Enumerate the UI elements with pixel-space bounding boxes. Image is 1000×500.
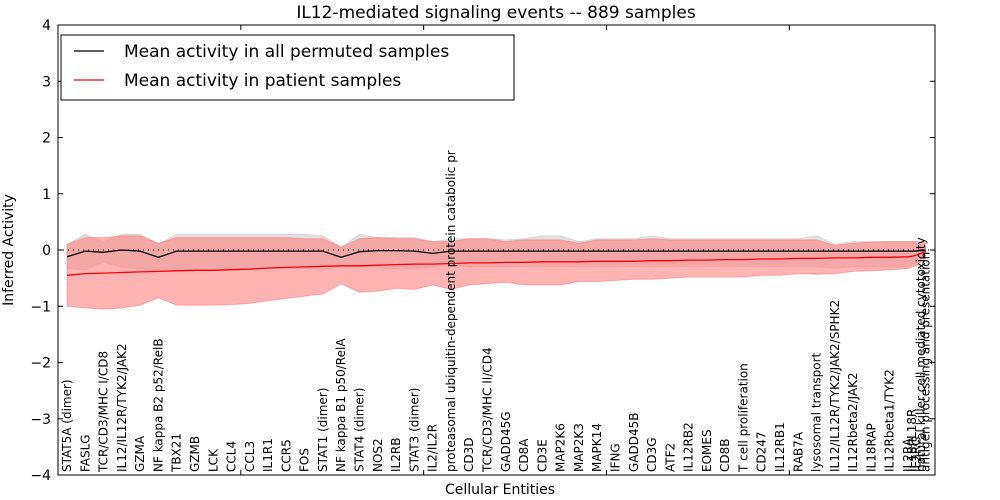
category-label: IL2RB — [389, 438, 403, 472]
y-tick-label: −4 — [30, 468, 51, 484]
category-label: IL12/IL12R/TYK2/JAK2 — [115, 343, 129, 472]
category-labels: STAT5A (dimer) FASLG TCR/CD3/MHC I/CD8 IL12… — [60, 150, 933, 473]
category-label: NF kappa B1 p50/RelA — [334, 338, 348, 472]
legend-box — [60, 34, 515, 101]
legend-label-permuted: Mean activity in all permuted samples — [124, 42, 449, 62]
category-label: TCR/CD3/MHC I/CD8 — [97, 351, 111, 473]
category-label: IL2RG — [910, 437, 924, 473]
category-label: MAP2K6 — [554, 423, 568, 472]
category-label: MAP2K3 — [572, 423, 586, 472]
y-tick-label: 1 — [42, 187, 51, 203]
category-label: IFNG — [609, 443, 623, 472]
category-label: GZMA — [133, 435, 147, 472]
category-label: TCR/CD3/MHC II/CD4 — [481, 347, 495, 473]
confidence-bands — [66, 233, 926, 310]
category-label: IL12Rbeta1/TYK2 — [883, 369, 897, 472]
category-label: natural killer cell mediated cytotoxicit… — [914, 237, 928, 472]
category-label: CCR5 — [279, 439, 293, 472]
band-patient — [66, 235, 926, 310]
category-label: CCL4 — [225, 441, 239, 472]
category-label: NF kappa B2 p52/RelB — [151, 338, 165, 472]
y-tick-label: −3 — [30, 412, 51, 428]
x-axis-label: Cellular Entities — [445, 482, 555, 498]
category-label: GADD45G — [499, 411, 513, 472]
y-tick-label: −2 — [30, 356, 51, 372]
category-label: STAT5A (dimer) — [60, 379, 74, 472]
category-label: CCL3 — [243, 441, 257, 472]
y-tick-label: 3 — [42, 74, 51, 90]
category-label: LCK — [206, 448, 220, 472]
category-label: FOS — [298, 448, 312, 472]
legend: Mean activity in all permuted samples Me… — [60, 34, 515, 101]
category-label: IL12RB2 — [682, 422, 696, 472]
category-label: CD3G — [645, 437, 659, 472]
chart-title: IL12-mediated signaling events -- 889 sa… — [296, 3, 696, 23]
category-label: IL2/IL2R — [426, 424, 440, 472]
category-label: ATF2 — [663, 443, 677, 472]
category-label: IL18/IL18R — [905, 409, 919, 472]
category-label: IL12/IL12R/TYK2/JAK2/SPHK2 — [828, 300, 842, 472]
y-tick-label: 0 — [42, 243, 51, 259]
category-label: CD8A — [517, 438, 531, 472]
y-tick-label: 4 — [42, 18, 51, 34]
category-label: GADD45B — [627, 413, 641, 473]
series-lines — [66, 249, 926, 276]
line-patient — [66, 250, 926, 276]
category-label: CD3D — [462, 438, 476, 473]
category-label: antigen processing and presentation — [919, 252, 933, 472]
category-label: MAPK14 — [590, 423, 604, 472]
category-label: NOS2 — [371, 438, 385, 472]
y-axis-ticks: −4 −3 −2 −1 0 1 2 3 4 — [30, 18, 935, 484]
category-label: proteasomal ubiquitin-dependent protein … — [444, 150, 458, 472]
category-label: STAT4 (dimer) — [353, 388, 367, 472]
category-label: IL18RAP — [864, 423, 878, 472]
y-tick-label: 2 — [42, 131, 51, 147]
category-label: GZMB — [188, 436, 202, 472]
category-label: TBX21 — [170, 433, 184, 473]
category-label: IL1R1 — [261, 438, 275, 472]
category-label: IL12RB1 — [773, 422, 787, 472]
category-label: CD247 — [755, 431, 769, 472]
category-label: STAT1 (dimer) — [316, 388, 330, 472]
category-label: EOMES — [700, 429, 714, 472]
category-label: STAT3 (dimer) — [407, 388, 421, 472]
category-label: lysosomal transport — [810, 352, 824, 472]
category-label: CD3E — [535, 439, 549, 472]
category-label: IL2RA — [901, 437, 915, 472]
category-label: CD8B — [718, 439, 732, 473]
line-permuted — [66, 249, 926, 258]
category-label: T cell proliferation — [737, 363, 751, 473]
x-axis-ticks — [240, 25, 790, 475]
category-label: IL12Rbeta2/JAK2 — [846, 372, 860, 472]
y-axis-label: Inferred Activity — [1, 194, 17, 306]
legend-label-patient: Mean activity in patient samples — [124, 71, 401, 91]
category-label: RAB7A — [791, 431, 805, 472]
y-tick-label: −1 — [30, 299, 51, 315]
category-label: FASLG — [78, 434, 92, 472]
